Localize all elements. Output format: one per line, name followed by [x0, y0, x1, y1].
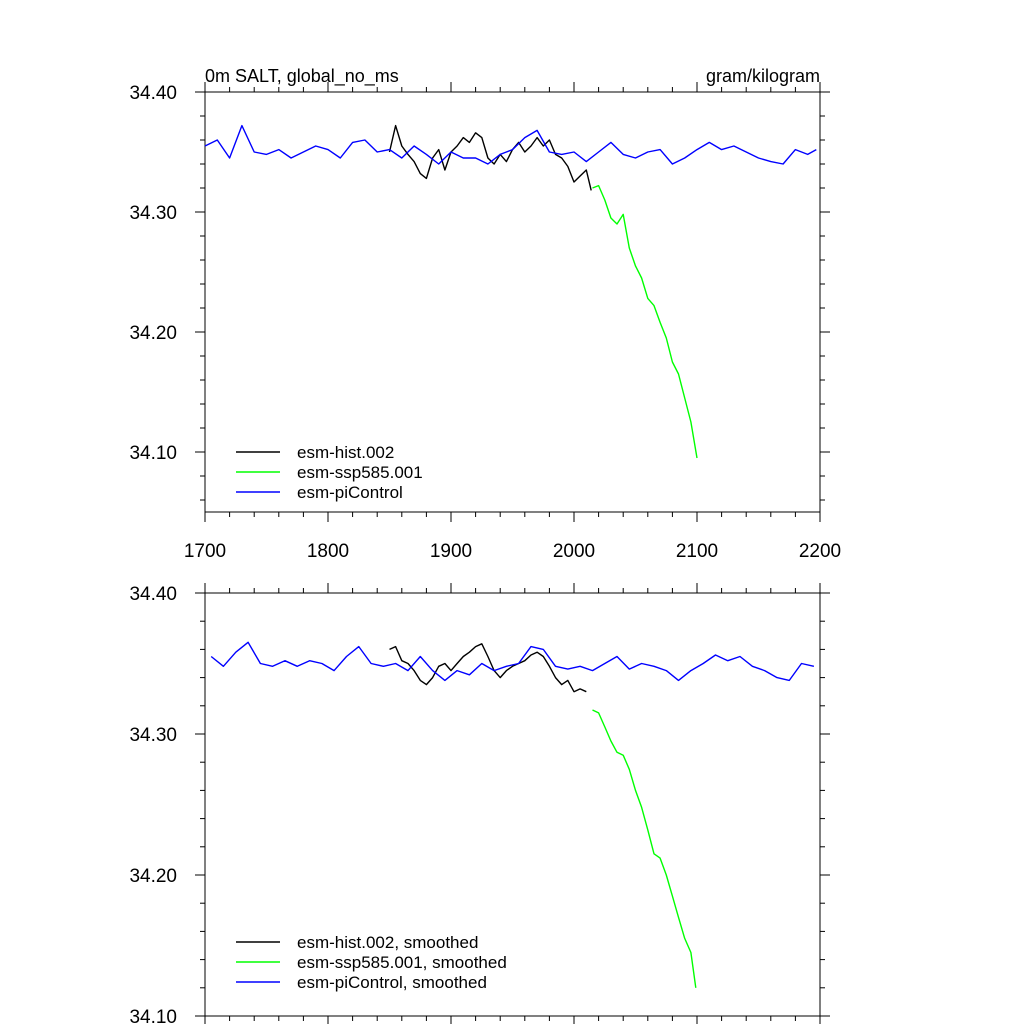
top-panel: 34.10 34.20 34.30 34.40 1700 1800 1900 2000 2100…: [129, 82, 841, 562]
y-tick-label: 34.10: [129, 443, 177, 464]
legend-label: esm-ssp585.001, smoothed: [297, 953, 507, 972]
series-line: [592, 709, 697, 988]
chart-title-left: 0m SALT, global_no_ms: [205, 66, 399, 87]
series-line: [389, 643, 587, 693]
legend-label: esm-hist.002: [297, 443, 394, 462]
y-tick-label: 34.40: [129, 83, 177, 104]
y-tick-label: 34.10: [129, 1007, 177, 1024]
legend-label: esm-ssp585.001: [297, 463, 423, 482]
series-line: [210, 641, 815, 682]
series-line: [204, 124, 817, 165]
y-tick-label: 34.20: [129, 866, 177, 887]
legend-label: esm-piControl, smoothed: [297, 973, 487, 992]
chart-title-right: gram/kilogram: [706, 66, 820, 86]
y-tick-label: 34.30: [129, 203, 177, 224]
x-tick-label: 2000: [553, 541, 595, 562]
plot-frame: [204, 91, 821, 513]
x-tick-label: 1900: [430, 541, 472, 562]
legend-label: esm-hist.002, smoothed: [297, 933, 478, 952]
x-tick-label: 1700: [184, 541, 226, 562]
legend-label: esm-piControl: [297, 483, 403, 502]
x-tick-label: 1800: [307, 541, 349, 562]
y-tick-label: 34.20: [129, 323, 177, 344]
y-tick-label: 34.40: [129, 584, 177, 605]
x-tick-label: 2200: [799, 541, 841, 562]
series-line: [388, 124, 592, 191]
bottom-panel: 34.10 34.20 34.30 34.40 esm-hist.002, smooth…: [129, 583, 830, 1024]
x-tick-label: 2100: [676, 541, 718, 562]
series-line: [592, 184, 698, 459]
plot-frame: [204, 592, 821, 1017]
y-tick-label: 34.30: [129, 725, 177, 746]
